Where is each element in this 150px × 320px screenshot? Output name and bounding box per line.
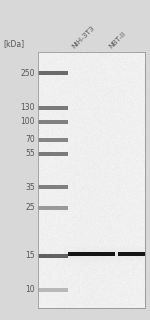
Text: 25: 25 [25, 204, 35, 212]
Text: NBT-II: NBT-II [108, 31, 127, 50]
Bar [38, 254, 68, 258]
Bar [38, 106, 68, 110]
Text: 100: 100 [21, 117, 35, 126]
Text: 250: 250 [21, 68, 35, 77]
Bar [38, 288, 68, 292]
Bar [38, 138, 68, 142]
Text: 130: 130 [21, 103, 35, 113]
Bar [38, 120, 68, 124]
Bar [38, 52, 145, 308]
Bar [118, 252, 145, 256]
Bar [38, 71, 68, 75]
Text: 70: 70 [25, 135, 35, 145]
Text: 10: 10 [25, 285, 35, 294]
Bar [38, 206, 68, 210]
Text: 55: 55 [25, 149, 35, 158]
Text: [kDa]: [kDa] [3, 39, 24, 48]
Bar [38, 185, 68, 189]
Bar [38, 52, 145, 308]
Text: 35: 35 [25, 182, 35, 191]
Text: NIH-3T3: NIH-3T3 [71, 25, 96, 50]
Bar [68, 252, 115, 256]
Bar [38, 152, 68, 156]
Text: 15: 15 [25, 252, 35, 260]
